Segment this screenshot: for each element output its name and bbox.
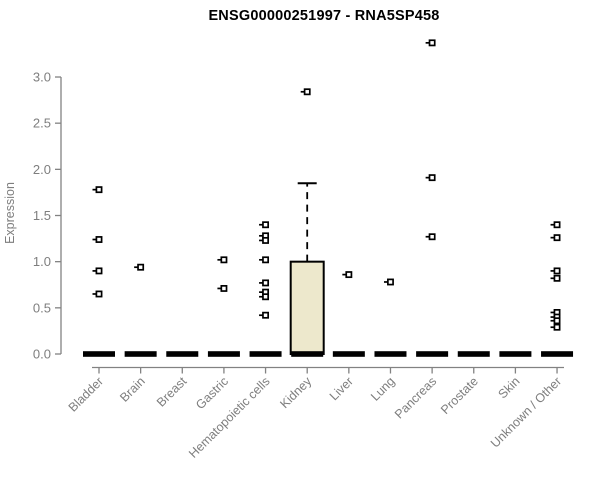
data-point bbox=[553, 317, 561, 325]
data-point bbox=[262, 279, 270, 287]
data-point bbox=[95, 290, 103, 298]
data-point bbox=[262, 236, 270, 244]
data-point bbox=[262, 221, 270, 229]
x-axis-label: Unknown / Other bbox=[488, 374, 564, 450]
median-bar bbox=[83, 351, 115, 357]
x-axis-label: Liver bbox=[327, 374, 356, 403]
median-bar bbox=[374, 351, 407, 357]
data-point bbox=[553, 274, 561, 282]
chart-title: ENSG00000251997 - RNA5SP458 bbox=[208, 8, 440, 24]
data-point bbox=[387, 278, 394, 286]
data-point bbox=[345, 271, 353, 279]
data-point bbox=[95, 186, 103, 194]
y-axis-tick-label: 1.5 bbox=[33, 208, 51, 223]
x-axis-label: Bladder bbox=[66, 374, 106, 414]
median-bar bbox=[416, 351, 449, 357]
x-axis-label: Prostate bbox=[438, 374, 481, 417]
data-point bbox=[262, 293, 270, 301]
x-axis-label: Gastric bbox=[193, 374, 231, 412]
data-point bbox=[428, 39, 436, 47]
data-point bbox=[428, 233, 436, 241]
x-axis-label: Breast bbox=[154, 374, 190, 410]
median-bar bbox=[166, 351, 199, 357]
data-point bbox=[553, 267, 561, 275]
data-point bbox=[553, 323, 561, 331]
x-axis-label: Lung bbox=[368, 374, 398, 404]
median-bar bbox=[499, 351, 532, 357]
x-axis-label: Skin bbox=[495, 374, 522, 401]
x-axis-label: Hematopoietic cells bbox=[186, 374, 273, 461]
y-axis-tick-label: 1.0 bbox=[33, 254, 51, 269]
median-bar bbox=[457, 351, 490, 357]
data-point bbox=[137, 263, 145, 271]
box-rect bbox=[289, 260, 325, 356]
x-axis-label: Kidney bbox=[277, 374, 314, 411]
median-bar bbox=[124, 351, 157, 357]
data-point bbox=[262, 256, 270, 264]
median-bar bbox=[249, 351, 282, 357]
median-bar bbox=[291, 351, 324, 357]
x-axis-label: Pancreas bbox=[392, 374, 439, 421]
y-axis-tick-label: 3.0 bbox=[33, 70, 51, 85]
median-bar bbox=[207, 351, 240, 357]
y-axis-tick-label: 0.0 bbox=[33, 347, 51, 362]
data-point bbox=[220, 284, 228, 292]
data-point bbox=[95, 267, 103, 275]
data-point bbox=[303, 88, 311, 96]
data-point bbox=[553, 234, 561, 242]
data-point bbox=[262, 311, 270, 319]
x-axis-label: Brain bbox=[117, 374, 148, 405]
data-point bbox=[553, 221, 561, 229]
data-point bbox=[220, 256, 228, 264]
median-bar bbox=[332, 351, 365, 357]
y-axis-tick-label: 0.5 bbox=[33, 300, 51, 315]
y-axis-tick-label: 2.5 bbox=[33, 116, 51, 131]
median-bar bbox=[541, 351, 574, 357]
y-axis-tick-label: 2.0 bbox=[33, 162, 51, 177]
data-point bbox=[95, 236, 103, 243]
data-point bbox=[428, 174, 436, 182]
